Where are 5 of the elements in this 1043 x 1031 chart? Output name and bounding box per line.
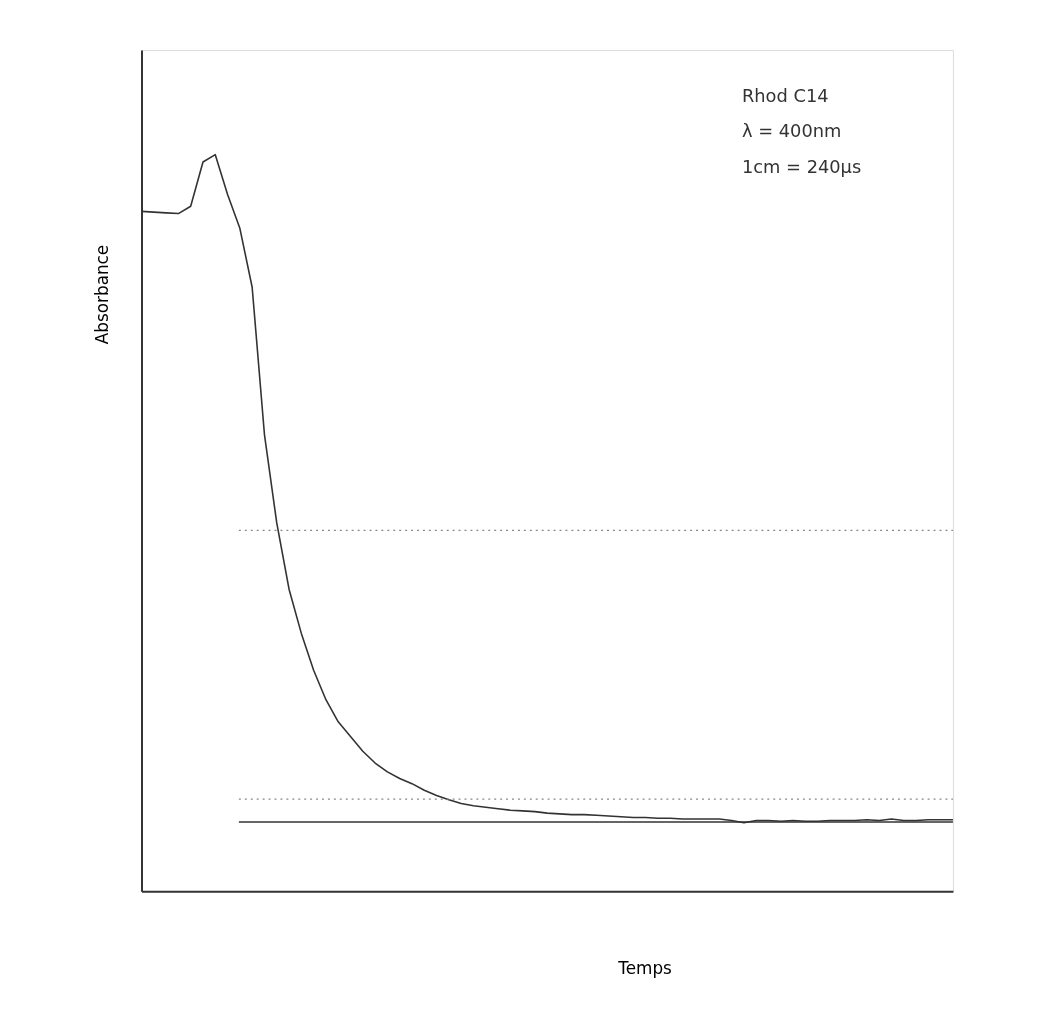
- text: λ = 400nm: [741, 120, 842, 142]
- y-axis-title: Absorbance: [92, 244, 113, 345]
- x-axis-title: Temps: [617, 957, 672, 978]
- annotation: 1cm = 240µs: [741, 155, 862, 177]
- text: Rhod C14: [741, 84, 829, 106]
